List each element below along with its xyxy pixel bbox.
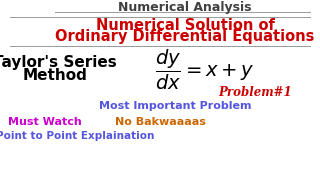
Text: Point to Point Explaination: Point to Point Explaination — [0, 131, 154, 141]
Text: Ordinary Differential Equations: Ordinary Differential Equations — [55, 30, 315, 44]
Text: Problem#1: Problem#1 — [218, 86, 292, 98]
Text: Numerical Solution of: Numerical Solution of — [96, 17, 275, 33]
Text: Must Watch: Must Watch — [8, 117, 82, 127]
Text: No Bakwaaaas: No Bakwaaaas — [115, 117, 205, 127]
Text: $\dfrac{dy}{dx} = x + y$: $\dfrac{dy}{dx} = x + y$ — [155, 48, 255, 92]
Text: Taylor's Series: Taylor's Series — [0, 55, 117, 69]
Text: Numerical Analysis: Numerical Analysis — [118, 1, 252, 15]
Text: Most Important Problem: Most Important Problem — [99, 101, 251, 111]
Text: Method: Method — [23, 68, 87, 82]
